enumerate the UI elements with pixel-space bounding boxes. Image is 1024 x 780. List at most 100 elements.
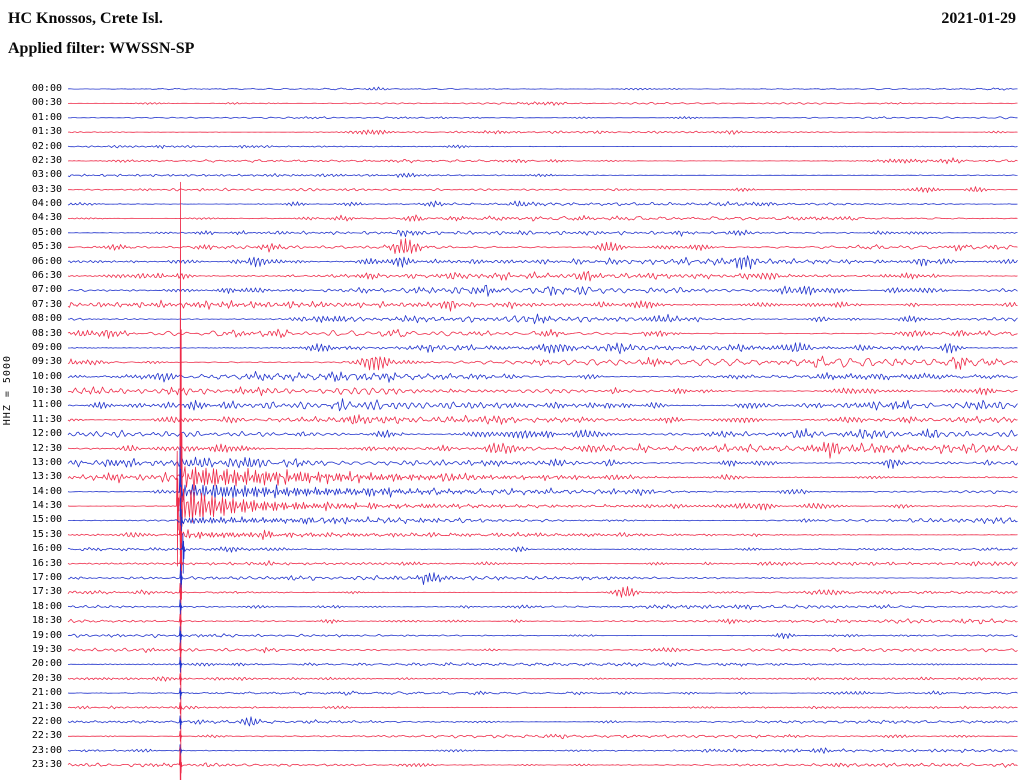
trace-time-label: 23:30 [31,759,62,770]
trace-time-label: 05:00 [31,227,62,238]
trace-time-label: 08:00 [31,313,62,324]
trace-time-label: 12:30 [31,443,62,454]
trace-time-label: 08:30 [31,328,62,339]
seismogram-trace [68,342,1018,355]
trace-time-label: 11:00 [31,399,62,410]
seismogram-trace [67,687,1018,700]
trace-time-label: 09:00 [31,342,62,353]
filter-label: Applied filter: WWSSN-SP [8,40,195,57]
trace-time-label: 15:00 [31,514,62,525]
seismogram-trace [67,255,1018,270]
trace-time-label: 16:00 [31,543,62,554]
trace-time-label: 04:00 [31,198,62,209]
trace-time-label: 11:30 [31,414,62,425]
seismogram-trace [67,181,1018,780]
seismogram-trace [67,299,1018,312]
seismogram-trace [67,456,1018,469]
seismogram-trace [67,313,1018,325]
trace-time-label: 13:30 [31,471,62,482]
trace-time-label: 07:00 [31,284,62,295]
seismogram-trace [67,532,1018,574]
trace-time-label: 01:30 [31,126,62,137]
trace-time-label: 13:00 [31,457,62,468]
seismogram-trace [67,450,1018,567]
seismogram-trace [67,214,1018,222]
seismogram-trace [68,116,1018,120]
trace-time-label: 02:30 [31,155,62,166]
seismogram-trace [67,583,1018,603]
seismogram-trace [67,746,1018,780]
seismogram-trace [67,428,1018,440]
seismogram-trace [67,414,1018,425]
seismogram-trace [67,270,1018,282]
trace-time-label: 22:00 [31,716,62,727]
seismogram-trace [68,229,1018,238]
seismogram-trace [67,642,1018,659]
seismogram-trace [68,730,1018,742]
trace-time-label: 18:00 [31,601,62,612]
trace-time-label: 02:00 [31,141,62,152]
trace-time-label: 06:00 [31,256,62,267]
seismogram-trace [67,563,1018,595]
trace-time-label: 00:00 [31,83,62,94]
trace-time-label: 15:30 [31,529,62,540]
seismogram-trace [67,673,1018,686]
seismogram-trace [67,157,1018,165]
trace-time-label: 06:30 [31,270,62,281]
seismogram-trace [67,86,1018,91]
trace-time-label: 12:00 [31,428,62,439]
trace-time-label: 17:30 [31,586,62,597]
seismogram-trace [68,498,1018,547]
seismogram-trace [67,553,1018,576]
trace-time-label: 10:00 [31,371,62,382]
seismogram-trace [67,446,1018,543]
trace-time-label: 18:30 [31,615,62,626]
seismogram-trace [67,626,1018,646]
trace-time-label: 04:30 [31,212,62,223]
seismogram-trace [68,656,1018,673]
seismogram-trace [67,284,1018,297]
trace-time-label: 07:30 [31,299,62,310]
seismogram-trace [67,370,1018,383]
seismogram-trace [67,129,1018,135]
trace-time-label: 05:30 [31,241,62,252]
seismogram-trace [67,386,1018,397]
trace-time-label: 17:00 [31,572,62,583]
trace-time-label: 10:30 [31,385,62,396]
trace-time-label: 20:00 [31,658,62,669]
trace-time-label: 09:30 [31,356,62,367]
trace-time-label: 14:00 [31,486,62,497]
trace-time-label: 19:00 [31,630,62,641]
trace-time-label: 22:30 [31,730,62,741]
trace-time-label: 16:30 [31,558,62,569]
seismogram-trace [67,144,1018,149]
trace-time-label: 01:00 [31,112,62,123]
trace-time-label: 21:00 [31,687,62,698]
trace-time-label: 19:30 [31,644,62,655]
seismogram-trace [67,200,1018,208]
trace-time-label: 20:30 [31,673,62,684]
trace-time-label: 03:00 [31,169,62,180]
trace-time-label: 14:30 [31,500,62,511]
record-date: 2021-01-29 [941,10,1016,27]
seismogram-trace [67,238,1018,255]
seismogram-trace [68,101,1018,106]
seismogram-trace [67,516,1018,556]
station-title: HC Knossos, Crete Isl. [8,10,163,27]
seismogram-trace [67,702,1018,714]
seismogram-trace [67,715,1018,730]
trace-time-label: 23:00 [31,745,62,756]
trace-time-label: 03:30 [31,184,62,195]
seismogram-trace [67,172,1018,178]
seismogram-trace [67,441,1018,459]
seismogram-trace [67,186,1018,193]
seismogram-trace [67,398,1018,412]
trace-time-label: 00:30 [31,97,62,108]
seismogram-trace [67,355,1018,371]
trace-time-label: 21:30 [31,701,62,712]
seismogram-trace [67,599,1018,616]
seismogram-trace [67,744,1018,757]
seismogram-trace [67,328,1018,339]
